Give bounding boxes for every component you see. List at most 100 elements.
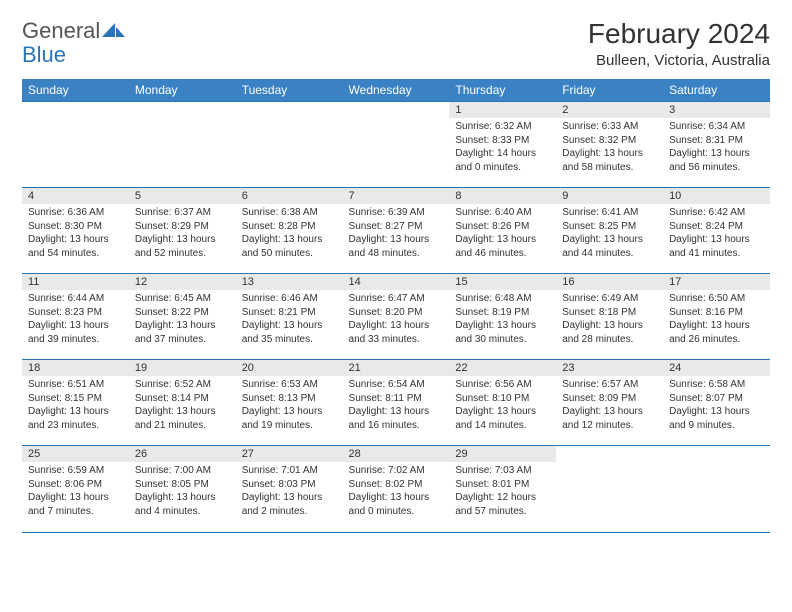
calendar-table: Sunday Monday Tuesday Wednesday Thursday… xyxy=(22,79,770,532)
sunrise-text: Sunrise: 7:02 AM xyxy=(349,464,444,478)
sunset-text: Sunset: 8:22 PM xyxy=(135,306,230,320)
sunrise-text: Sunrise: 6:53 AM xyxy=(242,378,337,392)
sunrise-text: Sunrise: 6:58 AM xyxy=(669,378,764,392)
daylight-text: Daylight: 12 hours and 57 minutes. xyxy=(455,491,550,518)
daylight-text: Daylight: 14 hours and 0 minutes. xyxy=(455,147,550,174)
day-content: Sunrise: 6:32 AMSunset: 8:33 PMDaylight:… xyxy=(449,118,556,178)
calendar-cell: 14Sunrise: 6:47 AMSunset: 8:20 PMDayligh… xyxy=(343,274,450,360)
daylight-text: Daylight: 13 hours and 58 minutes. xyxy=(562,147,657,174)
day-number: 16 xyxy=(556,274,663,290)
daylight-text: Daylight: 13 hours and 39 minutes. xyxy=(28,319,123,346)
daylight-text: Daylight: 13 hours and 14 minutes. xyxy=(455,405,550,432)
day-content: Sunrise: 6:40 AMSunset: 8:26 PMDaylight:… xyxy=(449,204,556,264)
day-content: Sunrise: 6:49 AMSunset: 8:18 PMDaylight:… xyxy=(556,290,663,350)
day-number: 17 xyxy=(663,274,770,290)
sunset-text: Sunset: 8:16 PM xyxy=(669,306,764,320)
day-content: Sunrise: 7:01 AMSunset: 8:03 PMDaylight:… xyxy=(236,462,343,522)
sunrise-text: Sunrise: 6:48 AM xyxy=(455,292,550,306)
day-number: 11 xyxy=(22,274,129,290)
sunset-text: Sunset: 8:24 PM xyxy=(669,220,764,234)
calendar-cell: 9Sunrise: 6:41 AMSunset: 8:25 PMDaylight… xyxy=(556,188,663,274)
daylight-text: Daylight: 13 hours and 16 minutes. xyxy=(349,405,444,432)
calendar-cell: 7Sunrise: 6:39 AMSunset: 8:27 PMDaylight… xyxy=(343,188,450,274)
calendar-cell: 28Sunrise: 7:02 AMSunset: 8:02 PMDayligh… xyxy=(343,446,450,532)
day-content: Sunrise: 6:51 AMSunset: 8:15 PMDaylight:… xyxy=(22,376,129,436)
daylight-text: Daylight: 13 hours and 26 minutes. xyxy=(669,319,764,346)
calendar-cell: 23Sunrise: 6:57 AMSunset: 8:09 PMDayligh… xyxy=(556,360,663,446)
day-content: Sunrise: 7:00 AMSunset: 8:05 PMDaylight:… xyxy=(129,462,236,522)
calendar-cell: 6Sunrise: 6:38 AMSunset: 8:28 PMDaylight… xyxy=(236,188,343,274)
day-number: 2 xyxy=(556,102,663,118)
day-content xyxy=(556,462,663,468)
sunset-text: Sunset: 8:33 PM xyxy=(455,134,550,148)
sunset-text: Sunset: 8:11 PM xyxy=(349,392,444,406)
location-text: Bulleen, Victoria, Australia xyxy=(588,52,770,69)
calendar-cell: 1Sunrise: 6:32 AMSunset: 8:33 PMDaylight… xyxy=(449,102,556,188)
day-number xyxy=(556,446,663,462)
calendar-cell: 22Sunrise: 6:56 AMSunset: 8:10 PMDayligh… xyxy=(449,360,556,446)
sunset-text: Sunset: 8:10 PM xyxy=(455,392,550,406)
sunset-text: Sunset: 8:06 PM xyxy=(28,478,123,492)
calendar-cell: 11Sunrise: 6:44 AMSunset: 8:23 PMDayligh… xyxy=(22,274,129,360)
calendar-cell xyxy=(129,102,236,188)
sunset-text: Sunset: 8:05 PM xyxy=(135,478,230,492)
day-content: Sunrise: 6:56 AMSunset: 8:10 PMDaylight:… xyxy=(449,376,556,436)
day-number: 15 xyxy=(449,274,556,290)
day-content xyxy=(22,118,129,124)
logo-text-blue: Blue xyxy=(22,42,66,68)
sunset-text: Sunset: 8:19 PM xyxy=(455,306,550,320)
daylight-text: Daylight: 13 hours and 48 minutes. xyxy=(349,233,444,260)
sunrise-text: Sunrise: 6:45 AM xyxy=(135,292,230,306)
daylight-text: Daylight: 13 hours and 46 minutes. xyxy=(455,233,550,260)
daylight-text: Daylight: 13 hours and 7 minutes. xyxy=(28,491,123,518)
calendar-cell: 20Sunrise: 6:53 AMSunset: 8:13 PMDayligh… xyxy=(236,360,343,446)
day-content: Sunrise: 6:54 AMSunset: 8:11 PMDaylight:… xyxy=(343,376,450,436)
day-content: Sunrise: 6:48 AMSunset: 8:19 PMDaylight:… xyxy=(449,290,556,350)
day-header: Wednesday xyxy=(343,79,450,102)
day-number: 29 xyxy=(449,446,556,462)
sunset-text: Sunset: 8:28 PM xyxy=(242,220,337,234)
daylight-text: Daylight: 13 hours and 30 minutes. xyxy=(455,319,550,346)
daylight-text: Daylight: 13 hours and 4 minutes. xyxy=(135,491,230,518)
sail-icon xyxy=(102,22,126,43)
daylight-text: Daylight: 13 hours and 12 minutes. xyxy=(562,405,657,432)
day-header-row: Sunday Monday Tuesday Wednesday Thursday… xyxy=(22,79,770,102)
day-number xyxy=(236,102,343,118)
daylight-text: Daylight: 13 hours and 52 minutes. xyxy=(135,233,230,260)
calendar-row: 4Sunrise: 6:36 AMSunset: 8:30 PMDaylight… xyxy=(22,188,770,274)
day-content: Sunrise: 6:33 AMSunset: 8:32 PMDaylight:… xyxy=(556,118,663,178)
calendar-cell: 3Sunrise: 6:34 AMSunset: 8:31 PMDaylight… xyxy=(663,102,770,188)
logo-line1: General xyxy=(22,18,126,44)
day-content xyxy=(129,118,236,124)
calendar-cell: 13Sunrise: 6:46 AMSunset: 8:21 PMDayligh… xyxy=(236,274,343,360)
day-number: 14 xyxy=(343,274,450,290)
sunrise-text: Sunrise: 6:49 AM xyxy=(562,292,657,306)
sunset-text: Sunset: 8:20 PM xyxy=(349,306,444,320)
daylight-text: Daylight: 13 hours and 37 minutes. xyxy=(135,319,230,346)
calendar-cell xyxy=(343,102,450,188)
day-content: Sunrise: 6:46 AMSunset: 8:21 PMDaylight:… xyxy=(236,290,343,350)
sunrise-text: Sunrise: 6:32 AM xyxy=(455,120,550,134)
day-number xyxy=(129,102,236,118)
day-number: 7 xyxy=(343,188,450,204)
day-number: 22 xyxy=(449,360,556,376)
day-number: 18 xyxy=(22,360,129,376)
sunset-text: Sunset: 8:21 PM xyxy=(242,306,337,320)
day-number xyxy=(343,102,450,118)
title-block: February 2024 Bulleen, Victoria, Austral… xyxy=(588,18,770,69)
sunset-text: Sunset: 8:13 PM xyxy=(242,392,337,406)
day-content: Sunrise: 6:42 AMSunset: 8:24 PMDaylight:… xyxy=(663,204,770,264)
sunrise-text: Sunrise: 6:59 AM xyxy=(28,464,123,478)
day-number: 13 xyxy=(236,274,343,290)
day-number: 19 xyxy=(129,360,236,376)
day-content: Sunrise: 6:58 AMSunset: 8:07 PMDaylight:… xyxy=(663,376,770,436)
day-content: Sunrise: 6:47 AMSunset: 8:20 PMDaylight:… xyxy=(343,290,450,350)
sunrise-text: Sunrise: 6:39 AM xyxy=(349,206,444,220)
day-header: Saturday xyxy=(663,79,770,102)
calendar-cell: 8Sunrise: 6:40 AMSunset: 8:26 PMDaylight… xyxy=(449,188,556,274)
daylight-text: Daylight: 13 hours and 56 minutes. xyxy=(669,147,764,174)
calendar-cell: 18Sunrise: 6:51 AMSunset: 8:15 PMDayligh… xyxy=(22,360,129,446)
calendar-cell xyxy=(556,446,663,532)
day-content: Sunrise: 6:36 AMSunset: 8:30 PMDaylight:… xyxy=(22,204,129,264)
day-content: Sunrise: 6:50 AMSunset: 8:16 PMDaylight:… xyxy=(663,290,770,350)
